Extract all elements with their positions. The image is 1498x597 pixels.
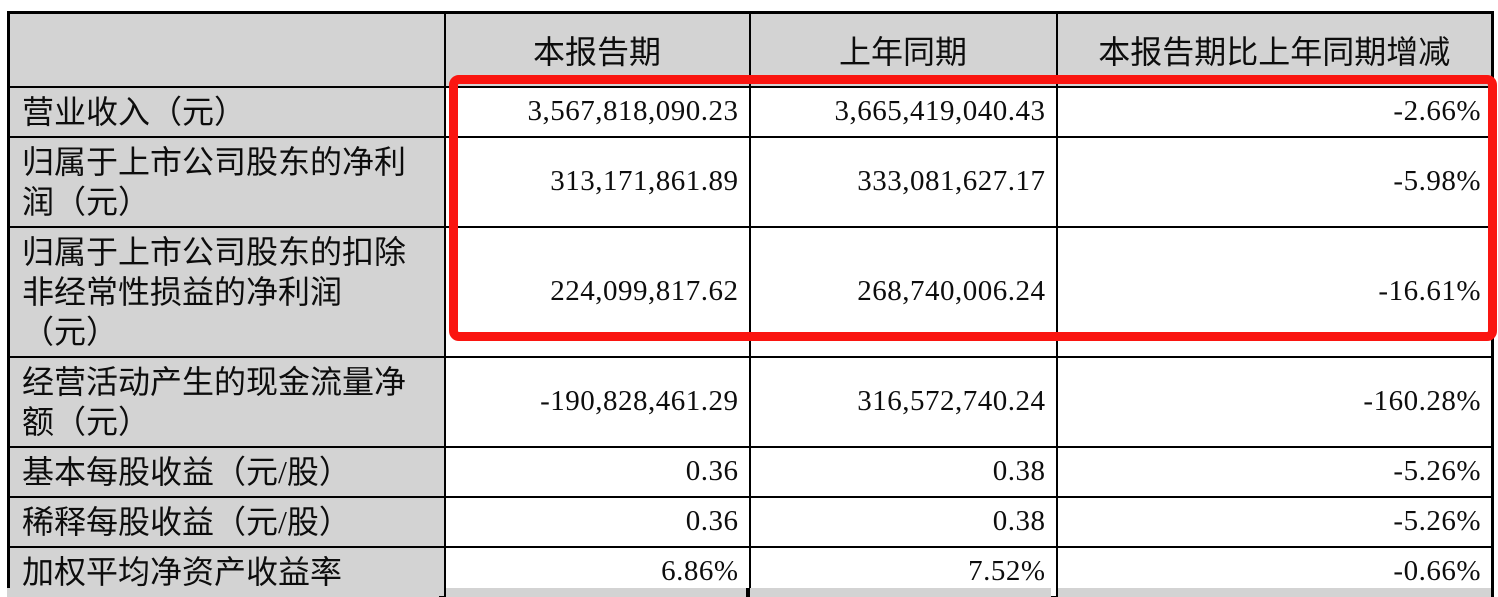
financial-summary-table: 本报告期 上年同期 本报告期比上年同期增减 营业收入（元） 3,567,818,… (7, 11, 1494, 597)
change-value-cell: -5.98% (1055, 135, 1494, 228)
row-label-cell: 归属于上市公司股东的净利润（元） (7, 135, 446, 228)
header-metric-cell (7, 11, 446, 88)
prior-period-value-cell: 316,572,740.24 (748, 355, 1058, 448)
row-label-cell: 营业收入（元） (7, 85, 446, 138)
row-label-cell: 基本每股收益（元/股） (7, 445, 446, 498)
change-value-cell: -160.28% (1055, 355, 1494, 448)
current-period-value-cell: 313,171,861.89 (443, 135, 751, 228)
prior-period-value-cell: 333,081,627.17 (748, 135, 1058, 228)
table-row-operating-cash-flow: 经营活动产生的现金流量净额（元） -190,828,461.29 316,572… (7, 355, 1494, 448)
header-change-cell: 本报告期比上年同期增减 (1055, 11, 1494, 88)
cutoff-row-cell (1058, 588, 1491, 597)
prior-period-value-cell: 0.38 (748, 445, 1058, 498)
cutoff-row-cell (446, 588, 746, 597)
table-header-row: 本报告期 上年同期 本报告期比上年同期增减 (7, 11, 1494, 88)
change-value-cell: -5.26% (1055, 495, 1494, 548)
current-period-value-cell: 3,567,818,090.23 (443, 85, 751, 138)
prior-period-value-cell: 268,740,006.24 (748, 225, 1058, 358)
table-row-basic-eps: 基本每股收益（元/股） 0.36 0.38 -5.26% (7, 445, 1494, 498)
prior-period-value-cell: 0.38 (748, 495, 1058, 548)
change-value-cell: -5.26% (1055, 445, 1494, 498)
header-current-period-cell: 本报告期 (443, 11, 751, 88)
change-value-cell: -2.66% (1055, 85, 1494, 138)
cutoff-row-divider (746, 588, 750, 597)
row-label-cell: 经营活动产生的现金流量净额（元） (7, 355, 446, 448)
header-prior-period-cell: 上年同期 (748, 11, 1058, 88)
current-period-value-cell: 0.36 (443, 495, 751, 548)
table-row-revenue: 营业收入（元） 3,567,818,090.23 3,665,419,040.4… (7, 85, 1494, 138)
prior-period-value-cell: 3,665,419,040.43 (748, 85, 1058, 138)
row-label-cell: 稀释每股收益（元/股） (7, 495, 446, 548)
current-period-value-cell: 0.36 (443, 445, 751, 498)
table-row-diluted-eps: 稀释每股收益（元/股） 0.36 0.38 -5.26% (7, 495, 1494, 548)
table-row-net-profit-excl-nonrecurring: 归属于上市公司股东的扣除非经常性损益的净利润（元） 224,099,817.62… (7, 225, 1494, 358)
cutoff-row-cell (7, 588, 439, 597)
table-row-net-profit: 归属于上市公司股东的净利润（元） 313,171,861.89 333,081,… (7, 135, 1494, 228)
next-row-cutoff (7, 588, 1491, 597)
cutoff-row-cell (750, 588, 1051, 597)
row-label-cell: 归属于上市公司股东的扣除非经常性损益的净利润（元） (7, 225, 446, 358)
current-period-value-cell: 224,099,817.62 (443, 225, 751, 358)
current-period-value-cell: -190,828,461.29 (443, 355, 751, 448)
change-value-cell: -16.61% (1055, 225, 1494, 358)
